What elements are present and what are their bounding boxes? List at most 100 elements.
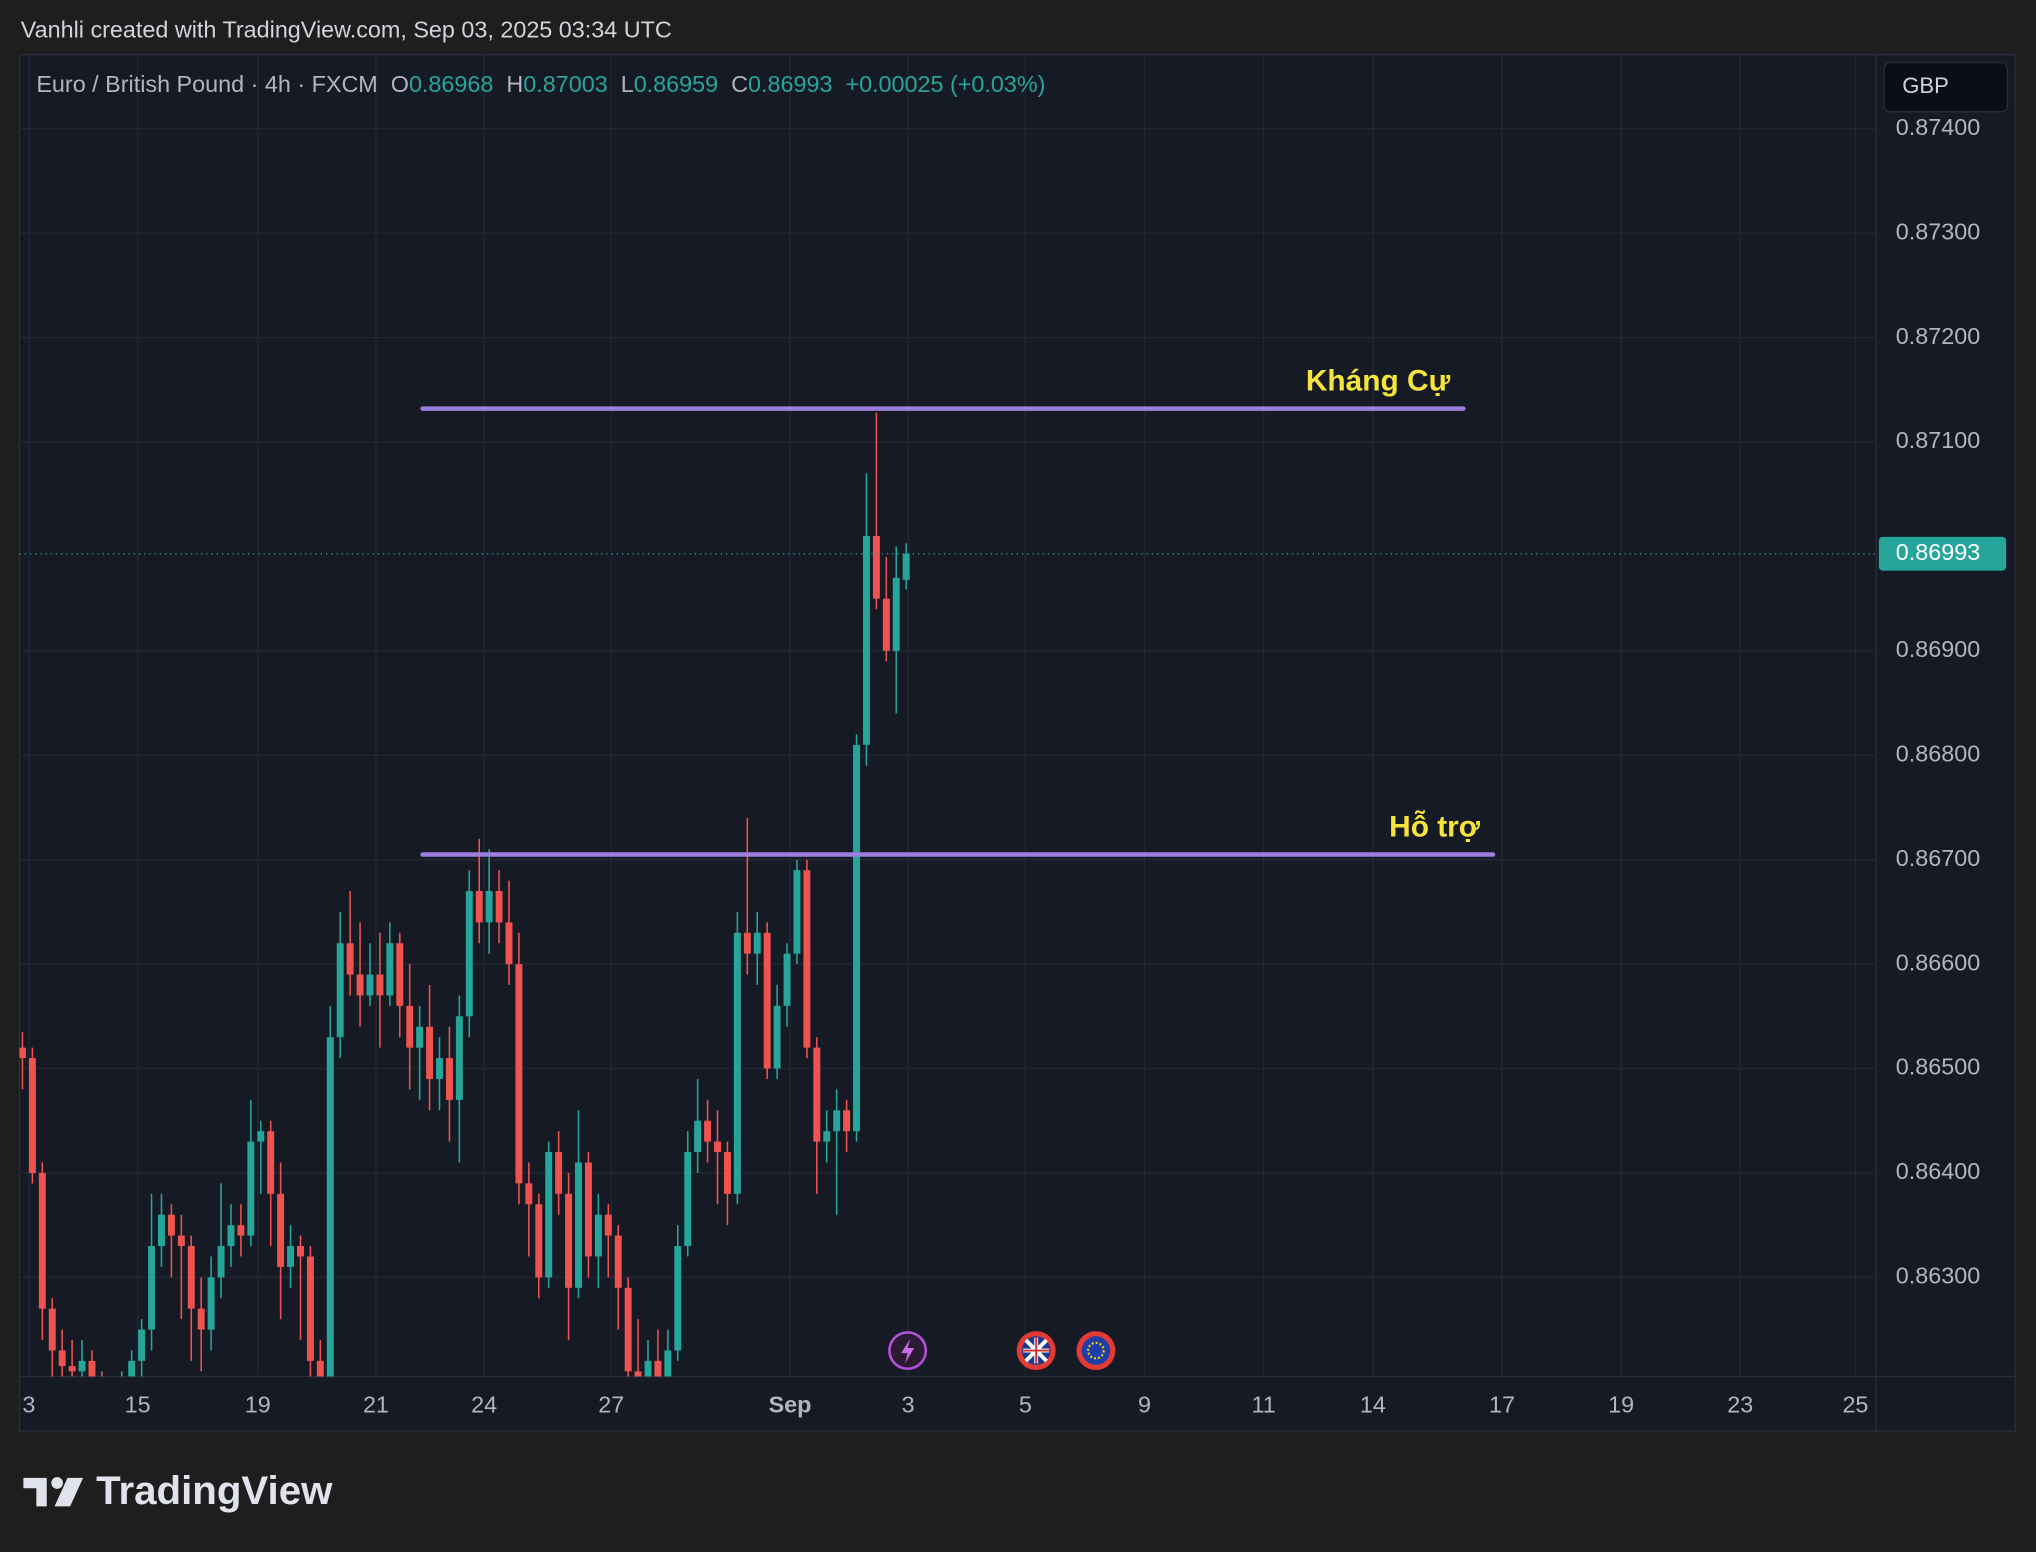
candle-body: [247, 1141, 255, 1236]
candle-body: [694, 1120, 702, 1153]
candle-body: [297, 1246, 304, 1257]
candle-body: [138, 1329, 146, 1361]
candle-body: [396, 943, 404, 1006]
flag-uk-red: [1023, 1337, 1050, 1364]
x-tick-label: 21: [363, 1392, 389, 1418]
candle-body: [277, 1193, 285, 1267]
candle-body: [197, 1308, 205, 1330]
candle-body: [267, 1131, 275, 1194]
c-value: 0.86993: [748, 71, 832, 97]
logo-mark: [23, 1477, 47, 1507]
candle-body: [78, 1360, 86, 1372]
candle-body: [684, 1152, 692, 1247]
candle-body: [555, 1152, 563, 1194]
o-value: 0.86968: [409, 71, 493, 97]
candle-body: [634, 1371, 642, 1377]
candle-body: [882, 598, 890, 651]
candle-body: [316, 1360, 324, 1377]
change: +0.00025 (+0.03%): [845, 71, 1045, 97]
event-icons: [888, 1331, 1116, 1371]
y-tick-label: 0.86300: [1896, 1263, 1980, 1289]
candle-body: [813, 1047, 821, 1142]
candle-body: [575, 1162, 582, 1288]
candle-body: [743, 932, 751, 954]
candle-body: [505, 922, 513, 965]
y-tick-label: 0.87100: [1896, 427, 1980, 453]
currency[interactable]: GBP: [1902, 73, 1949, 98]
candle-body: [326, 1037, 334, 1377]
candle-body: [257, 1131, 265, 1142]
candle-body: [793, 870, 801, 954]
x-tick-label: Sep: [769, 1392, 812, 1418]
logo-mark: [54, 1477, 84, 1507]
candle-body: [426, 1026, 434, 1079]
candle-body: [604, 1214, 612, 1236]
x-tick-label: 5: [1019, 1392, 1032, 1418]
candle-body: [28, 1058, 36, 1173]
candle-body: [148, 1246, 156, 1330]
candle-body: [386, 943, 394, 996]
y-tick-label: 0.86900: [1896, 636, 1980, 662]
candle-body: [227, 1225, 235, 1247]
candle-body: [714, 1141, 721, 1153]
candle-body: [455, 1016, 463, 1100]
candle-body: [128, 1360, 136, 1377]
candle-body: [843, 1110, 851, 1132]
candle-body: [833, 1110, 841, 1132]
x-tick-label: 25: [1842, 1392, 1868, 1418]
logo-mark: [51, 1477, 63, 1489]
x-tick-label: 15: [125, 1392, 151, 1418]
x-tick-label: 9: [1138, 1392, 1151, 1418]
candle-body: [803, 870, 811, 1048]
x-tick-label: 27: [598, 1392, 624, 1418]
candle-body: [763, 932, 771, 1069]
y-tick-label: 0.86600: [1896, 949, 1980, 975]
h-value: 0.87003: [523, 71, 607, 97]
candle-body: [584, 1162, 592, 1257]
candle-body: [346, 943, 354, 975]
x-tick-label: 19: [245, 1392, 271, 1418]
candle-body: [88, 1360, 96, 1377]
candle-body: [495, 891, 503, 923]
candle-body: [525, 1183, 533, 1205]
candle-body: [207, 1277, 215, 1330]
candle-body: [445, 1058, 453, 1100]
candle-body: [783, 953, 791, 1006]
candle-body: [664, 1350, 672, 1377]
candle-body: [237, 1225, 245, 1236]
x-tick-label: 24: [471, 1392, 497, 1418]
candle-body: [287, 1246, 295, 1267]
l-value: 0.86959: [634, 71, 718, 97]
candle-body: [475, 891, 483, 923]
last-price-tag: [1878, 536, 2007, 571]
candle-body: [654, 1360, 662, 1377]
candle-body: [366, 974, 374, 996]
candle-body: [306, 1256, 314, 1361]
candle-body: [38, 1172, 46, 1309]
candle-body: [48, 1308, 56, 1351]
flag-eu: [1081, 1336, 1111, 1365]
candle-body: [157, 1214, 165, 1247]
o-key: O: [391, 71, 409, 97]
c-key: C: [731, 71, 748, 97]
candle-body: [535, 1204, 543, 1278]
legend: Euro / British Pound · 4h · FXCM O0.86968…: [36, 71, 1045, 97]
candle-body: [594, 1214, 602, 1257]
currency-button[interactable]: [1883, 61, 2009, 113]
candle-body: [704, 1120, 712, 1142]
candle-body: [853, 744, 861, 1132]
candle-body: [723, 1152, 731, 1194]
candle-body: [862, 536, 870, 745]
y-tick-label: 0.87300: [1896, 218, 1980, 244]
candle-body: [753, 932, 761, 954]
level-label: Kháng Cự: [1306, 365, 1451, 398]
y-tick-label: 0.87200: [1896, 323, 1980, 349]
event-icon-bolt: [901, 1338, 915, 1364]
candle-body: [644, 1360, 652, 1377]
candle-body: [177, 1235, 185, 1247]
candle-body: [356, 974, 364, 996]
chart-panel: [18, 54, 2016, 1432]
candle-body: [515, 964, 523, 1184]
candle-body: [823, 1131, 831, 1142]
